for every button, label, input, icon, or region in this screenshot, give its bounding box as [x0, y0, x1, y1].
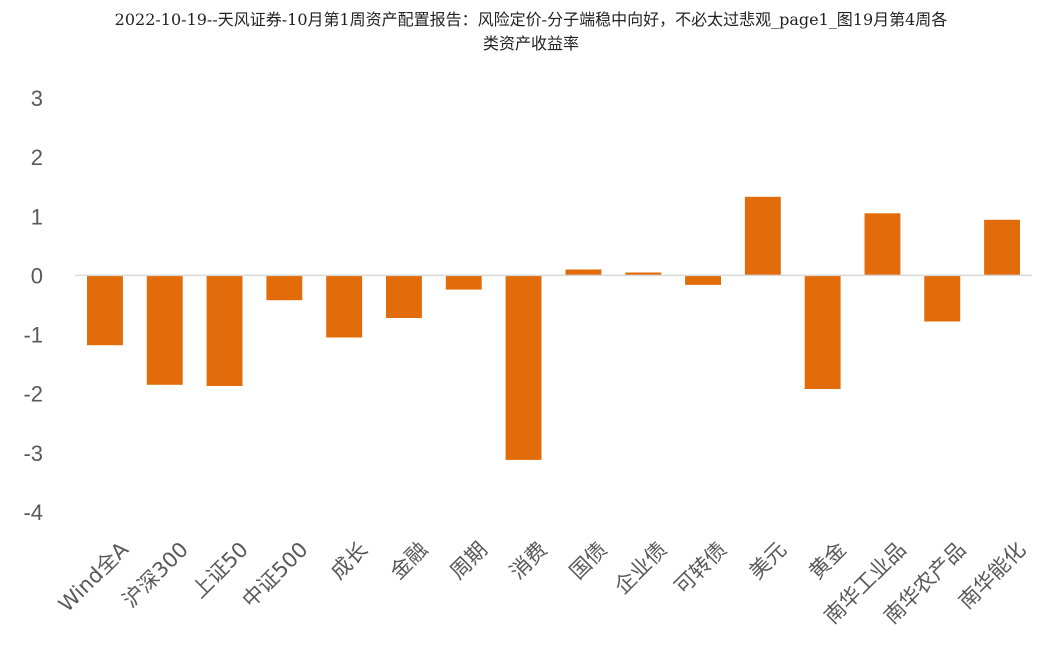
x-tick-label: 南华能化	[954, 537, 1030, 613]
x-tick-label: 周期	[445, 537, 492, 584]
bar	[744, 196, 781, 276]
bar	[386, 275, 422, 318]
bar	[87, 275, 123, 346]
bar	[206, 275, 243, 386]
x-tick-label: 黄金	[804, 537, 851, 584]
x-tick-label: 消费	[505, 537, 552, 584]
x-tick-label: 金融	[386, 537, 433, 584]
bar	[266, 275, 303, 301]
y-tick-label: -1	[23, 323, 43, 348]
bar-series	[87, 196, 1020, 460]
chart-title-line-2: 类资产收益率	[482, 34, 579, 53]
y-tick-label: 2	[31, 145, 43, 170]
bar	[445, 275, 482, 290]
bar	[984, 219, 1020, 276]
bar	[326, 275, 363, 338]
x-tick-label: 中证500	[238, 537, 313, 612]
y-tick-label: 1	[31, 204, 43, 229]
bar	[685, 275, 721, 285]
bar	[565, 269, 602, 276]
y-tick-label: 0	[31, 263, 43, 288]
x-tick-label: 美元	[744, 537, 791, 584]
chart-title-line-1: 2022-10-19--天风证券-10月第1周资产配置报告：风险定价-分子端稳中…	[114, 10, 948, 29]
x-tick-label: 国债	[565, 537, 612, 584]
bar	[505, 275, 542, 460]
bar	[804, 275, 841, 389]
x-tick-label: Wind全A	[54, 537, 134, 617]
chart-title: 2022-10-19--天风证券-10月第1周资产配置报告：风险定价-分子端稳中…	[0, 8, 1062, 56]
y-tick-label: -2	[23, 382, 43, 407]
x-tick-label: 成长	[326, 537, 373, 584]
x-tick-label: 沪深300	[118, 537, 193, 612]
bar	[625, 272, 662, 276]
bar	[864, 213, 901, 276]
y-tick-label: -3	[23, 441, 43, 466]
bar	[146, 275, 183, 385]
y-tick-label: -4	[23, 500, 43, 525]
x-tick-label: 可转债	[670, 537, 732, 599]
y-axis: 3 2 1 0 -1 -2 -3 -4	[23, 86, 43, 525]
x-tick-label: 企业债	[610, 537, 672, 599]
bar	[924, 275, 961, 322]
y-tick-label: 3	[31, 86, 43, 111]
